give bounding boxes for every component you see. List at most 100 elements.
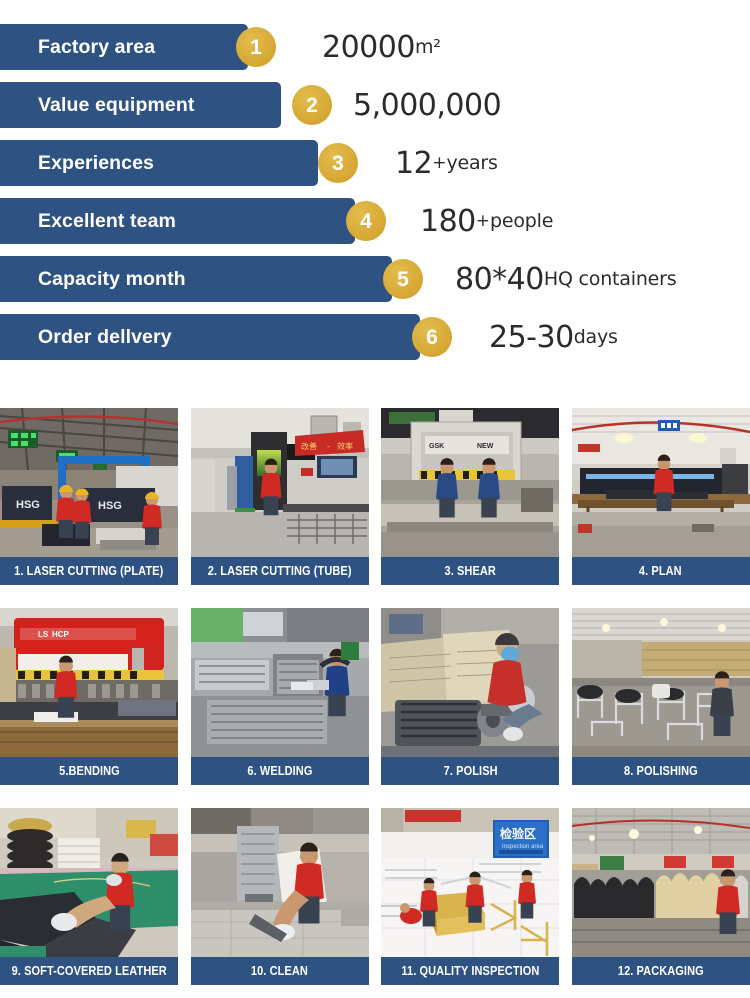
stat-number-badge: 5 [383, 259, 423, 299]
svg-text:效率: 效率 [337, 441, 353, 451]
process-photo-clean [190, 808, 369, 957]
stat-value-unit: HQ containers [543, 268, 677, 290]
stat-value-number: 12 [395, 145, 433, 181]
stat-row: Order dellvery 6 25-30 days [0, 314, 750, 360]
process-caption-text: 2. LASER CUTTING (TUBE) [207, 564, 352, 578]
stat-value-number: 180 [420, 203, 476, 239]
stat-value-number: 25-30 [489, 319, 574, 355]
process-caption-text: 12. PACKAGING [617, 964, 704, 978]
stat-value-unit: years [446, 152, 498, 174]
stat-value-unit: m² [414, 36, 441, 58]
svg-text:HSG: HSG [16, 499, 40, 511]
process-photo-shear: GSK NEW [381, 408, 560, 557]
process-caption-text: 8. POLISHING [623, 764, 698, 778]
process-caption: 3. SHEAR [381, 557, 560, 585]
stat-bar [0, 256, 392, 302]
stat-value: 5,000,000 [353, 82, 502, 128]
process-card[interactable]: 9. SOFT-COVERED LEATHER [0, 808, 178, 985]
stat-value: 12 + years [395, 145, 498, 181]
stat-label: Excellent team [38, 209, 176, 232]
process-card[interactable]: 6. WELDING [190, 608, 369, 785]
process-photo-leather [0, 808, 178, 957]
stat-number-badge: 2 [292, 85, 332, 125]
stat-label: Capacity month [38, 267, 186, 290]
stat-number-badge: 3 [318, 143, 358, 183]
process-photo-inspection: 检验区 Inspection area [381, 808, 560, 957]
stat-number-badge: 4 [346, 201, 386, 241]
svg-text:-: - [327, 442, 330, 451]
process-caption: 11. QUALITY INSPECTION [381, 957, 560, 985]
stat-bar [0, 24, 248, 70]
stat-label: Order dellvery [38, 325, 172, 348]
stat-row: Value equipment 2 5,000,000 [0, 82, 750, 128]
process-card[interactable]: 改善 - 效率 2. LASER CUTTING (TUBE) [190, 408, 369, 585]
stat-value: 80*40 HQ containers [455, 256, 677, 302]
stat-value: 25-30 days [489, 314, 618, 360]
stat-label: Value equipment [38, 93, 195, 116]
process-photo-bending: LS HCP [0, 608, 178, 757]
process-caption-text: 6. WELDING [247, 764, 313, 778]
process-card[interactable]: 12. PACKAGING [571, 808, 750, 985]
process-caption: 4. PLAN [571, 557, 750, 585]
stat-row: Capacity month 5 80*40 HQ containers [0, 256, 750, 302]
process-caption-text: 4. PLAN [639, 564, 683, 578]
stat-value-number: 80*40 [455, 261, 544, 297]
stat-row: Excellent team 4 180 + people [0, 198, 750, 244]
process-card[interactable]: 检验区 Inspection area [381, 808, 560, 985]
stat-label: Experiences [38, 151, 155, 174]
process-photo-plan [571, 408, 750, 557]
factory-stats-list: Factory area 1 20000 m² Value equipment 2 5,00… [0, 0, 750, 392]
process-photo-laser-tube: 改善 - 效率 [190, 408, 369, 557]
process-caption-text: 9. SOFT-COVERED LEATHER [11, 964, 167, 978]
stat-value: 20000 m² [322, 24, 441, 70]
process-caption-text: 11. QUALITY INSPECTION [401, 964, 540, 978]
stat-value-unit: days [573, 326, 618, 348]
stat-bar [0, 140, 318, 186]
stat-bar [0, 82, 281, 128]
process-caption: 9. SOFT-COVERED LEATHER [0, 957, 178, 985]
stat-bar [0, 314, 420, 360]
svg-text:改善: 改善 [301, 441, 317, 451]
process-caption: 8. POLISHING [571, 757, 750, 785]
svg-text:LS: LS [38, 630, 49, 639]
process-photo-polishing [571, 608, 750, 757]
process-card[interactable]: 4. PLAN [571, 408, 750, 585]
process-caption-text: 10. CLEAN [251, 964, 309, 978]
process-photo-polish [381, 608, 560, 757]
process-card[interactable]: LS HCP 5.BENDING [0, 608, 178, 785]
stat-number-badge: 1 [236, 27, 276, 67]
stat-bar [0, 198, 355, 244]
stat-row: Experiences 3 12 + years [0, 140, 750, 186]
process-caption: 10. CLEAN [190, 957, 369, 985]
stat-value-number: 20000 [322, 29, 415, 65]
svg-text:GSK: GSK [429, 443, 444, 450]
process-caption: 12. PACKAGING [571, 957, 750, 985]
process-card[interactable]: 8. POLISHING [571, 608, 750, 785]
stat-label: Factory area [38, 35, 156, 58]
process-caption: 7. POLISH [381, 757, 560, 785]
process-card[interactable]: 7. POLISH [381, 608, 560, 785]
svg-text:Inspection area: Inspection area [502, 844, 544, 850]
process-caption-text: 5.BENDING [58, 764, 120, 778]
svg-text:检验区: 检验区 [500, 826, 536, 841]
process-caption-text: 1. LASER CUTTING (PLATE) [14, 564, 164, 578]
process-caption: 1. LASER CUTTING (PLATE) [0, 557, 178, 585]
process-card[interactable]: GSK NEW 3. SHEAR [381, 408, 560, 585]
stat-value-number: 5,000,000 [353, 87, 502, 123]
production-process-grid: HSG HSG 1. LASER CUTTING (PLATE) [0, 408, 750, 998]
process-photo-packaging [571, 808, 750, 957]
process-caption-text: 7. POLISH [443, 764, 498, 778]
svg-text:HSG: HSG [98, 500, 122, 512]
process-card[interactable]: HSG HSG 1. LASER CUTTING (PLATE) [0, 408, 178, 585]
process-card[interactable]: 10. CLEAN [190, 808, 369, 985]
stat-number-badge: 6 [412, 317, 452, 357]
stat-row: Factory area 1 20000 m² [0, 24, 750, 70]
process-caption-text: 3. SHEAR [444, 564, 496, 578]
svg-text:HCP: HCP [52, 630, 70, 639]
process-caption: 5.BENDING [0, 757, 178, 785]
stat-value: 180 + people [420, 203, 554, 239]
svg-text:NEW: NEW [477, 443, 494, 450]
process-photo-laser-plate: HSG HSG [0, 408, 178, 557]
process-caption: 2. LASER CUTTING (TUBE) [190, 557, 369, 585]
